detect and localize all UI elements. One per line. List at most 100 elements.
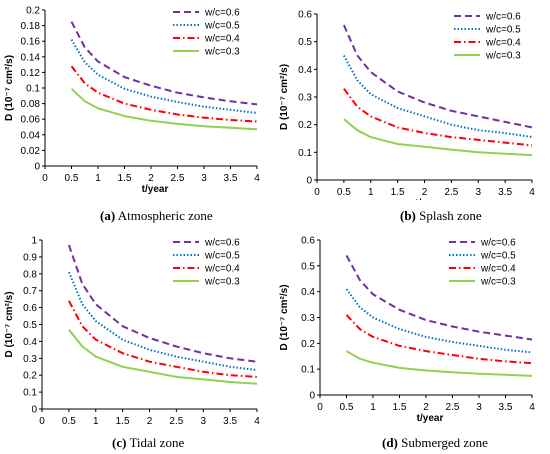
panel-tidal: 0 0.1 0.2 0.3 0.4 0.5 0.6 0.7 0.8 0.9 1 0 0.5 1 1.5 2 2.… xyxy=(0,227,275,454)
x-axis-title: t/year xyxy=(142,184,169,195)
y-tick-label: 0.08 xyxy=(21,99,41,110)
series-line-w-c-0-6 xyxy=(345,255,533,341)
y-tick-label: 0.02 xyxy=(21,146,41,157)
x-tick-label: 1.5 xyxy=(116,416,130,427)
x-tick-label: 3 xyxy=(476,402,482,413)
caption-text: Splash zone xyxy=(419,208,482,223)
x-tick-label: 1.5 xyxy=(393,402,407,413)
y-tick-label: 0 xyxy=(31,405,37,416)
series-line-w-c-0-5 xyxy=(343,55,533,139)
x-tick-label: 2 xyxy=(148,173,154,184)
legend-label: w/c=0.5 xyxy=(485,25,521,36)
x-tick-label: 2.5 xyxy=(171,173,185,184)
caption-text: Tidal zone xyxy=(129,435,185,450)
series-line-w-c-0-4 xyxy=(345,314,533,365)
y-axis-title: D (10⁻⁷ cm²/s) xyxy=(4,291,15,357)
y-tick-label: 0.9 xyxy=(23,252,37,263)
y-tick-label: 0.6 xyxy=(23,303,37,314)
y-tick-label: 0.1 xyxy=(26,84,40,95)
legend-label: w/c=0.6 xyxy=(485,12,521,23)
y-tick-label: 0.5 xyxy=(298,37,312,48)
y-axis-title: D (10⁻⁷ cm²/s) xyxy=(4,55,15,121)
series-line-w-c-0-5 xyxy=(345,288,533,354)
series-line-w-c-0-6 xyxy=(70,21,258,106)
caption-splash: (b) Splash zone xyxy=(400,208,482,224)
x-tick-label: 4 xyxy=(529,402,535,413)
caption-letter: (b) xyxy=(400,208,416,223)
x-tick-label: 1 xyxy=(95,173,101,184)
y-tick-label: 0.5 xyxy=(23,320,37,331)
chart-tidal: 0 0.1 0.2 0.3 0.4 0.5 0.6 0.7 0.8 0.9 1 0 0.5 1 1.5 2 2.… xyxy=(4,236,260,428)
chart-submerged: 0 0.1 0.2 0.3 0.4 0.5 0.6 0 0.5 1 1.5 2 2.5 3 3.5 4 t/ye… xyxy=(279,236,535,425)
x-tick-label: 3 xyxy=(200,416,206,427)
panel-splash: 0 0.1 0.2 0.3 0.4 0.5 0.6 0 0.5 1 1.5 2 2.5 3 3.5 4 t/ye… xyxy=(275,0,550,227)
x-tick-label: 4 xyxy=(254,416,260,427)
x-tick-label: 0.5 xyxy=(65,173,79,184)
legend-label: w/c=0.4 xyxy=(204,264,240,275)
caption-letter: (c) xyxy=(112,435,127,450)
caption-atmospheric: (a) Atmospheric zone xyxy=(100,208,213,224)
series-line-w-c-0-4 xyxy=(68,300,258,378)
y-axis-title: D (10⁻⁷ cm²/s) xyxy=(279,284,290,350)
x-tick-label: 1 xyxy=(368,187,374,198)
x-tick-label: 1.5 xyxy=(391,187,405,198)
y-tick-label: 0.12 xyxy=(21,68,41,79)
y-tick-label: 0.6 xyxy=(298,10,312,21)
x-tick-label: 3 xyxy=(201,173,207,184)
x-tick-label: 0.5 xyxy=(340,402,354,413)
legend-label: w/c=0.6 xyxy=(204,238,240,249)
y-tick-label: 0.6 xyxy=(301,236,315,247)
y-tick-label: 0.1 xyxy=(301,365,315,376)
legend-label: w/c=0.5 xyxy=(480,251,516,262)
series-line-w-c-0-3 xyxy=(68,328,258,385)
x-tick-label: 0 xyxy=(317,402,323,413)
x-tick-label: 4 xyxy=(254,173,260,184)
y-tick-label: 0.4 xyxy=(298,65,312,76)
x-tick-label: 2.5 xyxy=(444,187,458,198)
legend-label: w/c=0.6 xyxy=(204,8,240,19)
caption-tidal: (c) Tidal zone xyxy=(112,435,184,451)
y-tick-label: 0.1 xyxy=(298,148,312,159)
caption-submerged: (d) Submerged zone xyxy=(382,435,488,451)
legend-label: w/c=0.4 xyxy=(485,38,521,49)
x-tick-label: 3.5 xyxy=(223,416,237,427)
x-tick-label: 0 xyxy=(42,173,48,184)
x-tick-label: 4 xyxy=(529,187,535,198)
panel-submerged: 0 0.1 0.2 0.3 0.4 0.5 0.6 0 0.5 1 1.5 2 2.5 3 3.5 4 t/ye… xyxy=(275,227,550,454)
x-tick-label: 2.5 xyxy=(169,416,183,427)
y-tick-label: 0 xyxy=(306,176,312,187)
x-tick-label: 0 xyxy=(39,416,45,427)
x-tick-label: 2 xyxy=(423,402,429,413)
y-tick-label: 0.14 xyxy=(21,52,41,63)
x-tick-label: 0.5 xyxy=(337,187,351,198)
y-tick-label: 0.3 xyxy=(23,354,37,365)
x-tick-label: 0.5 xyxy=(62,416,76,427)
series-line-w-c-0-6 xyxy=(67,244,258,363)
legend-label: w/c=0.5 xyxy=(204,21,240,32)
y-tick-label: 0 xyxy=(309,391,315,402)
x-tick-label: 3.5 xyxy=(224,173,238,184)
y-tick-label: 0.2 xyxy=(298,120,312,131)
series-line-w-c-0-3 xyxy=(345,350,533,377)
legend-label: w/c=0.4 xyxy=(204,34,240,45)
x-tick-label: 1 xyxy=(93,416,99,427)
y-tick-label: 0.4 xyxy=(23,337,37,348)
y-tick-label: 0.4 xyxy=(301,287,315,298)
x-tick-label: 2.5 xyxy=(446,402,460,413)
y-tick-label: 0.1 xyxy=(23,388,37,399)
series-line-w-c-0-3 xyxy=(70,88,258,131)
x-tick-label: 1 xyxy=(370,402,376,413)
x-tick-label: 1.5 xyxy=(118,173,132,184)
caption-letter: (d) xyxy=(382,435,398,450)
y-tick-label: 0.3 xyxy=(298,93,312,104)
y-tick-label: 0.2 xyxy=(26,6,40,17)
y-tick-label: 0.18 xyxy=(21,21,41,32)
panel-atmospheric: 0 0.02 0.04 0.06 0.08 0.1 0.12 0.14 0.16 0.18 0.2 0… xyxy=(0,0,275,227)
y-tick-label: 0.7 xyxy=(23,286,37,297)
legend-label: w/c=0.3 xyxy=(204,277,240,288)
legend-label: w/c=0.3 xyxy=(485,51,521,62)
chart-splash: 0 0.1 0.2 0.3 0.4 0.5 0.6 0 0.5 1 1.5 2 2.5 3 3.5 4 t/ye… xyxy=(279,10,535,201)
y-tick-label: 0.04 xyxy=(21,130,41,141)
legend: w/c=0.6 w/c=0.5 w/c=0.4 w/c=0.3 xyxy=(173,238,240,288)
caption-text: Submerged zone xyxy=(401,435,488,450)
